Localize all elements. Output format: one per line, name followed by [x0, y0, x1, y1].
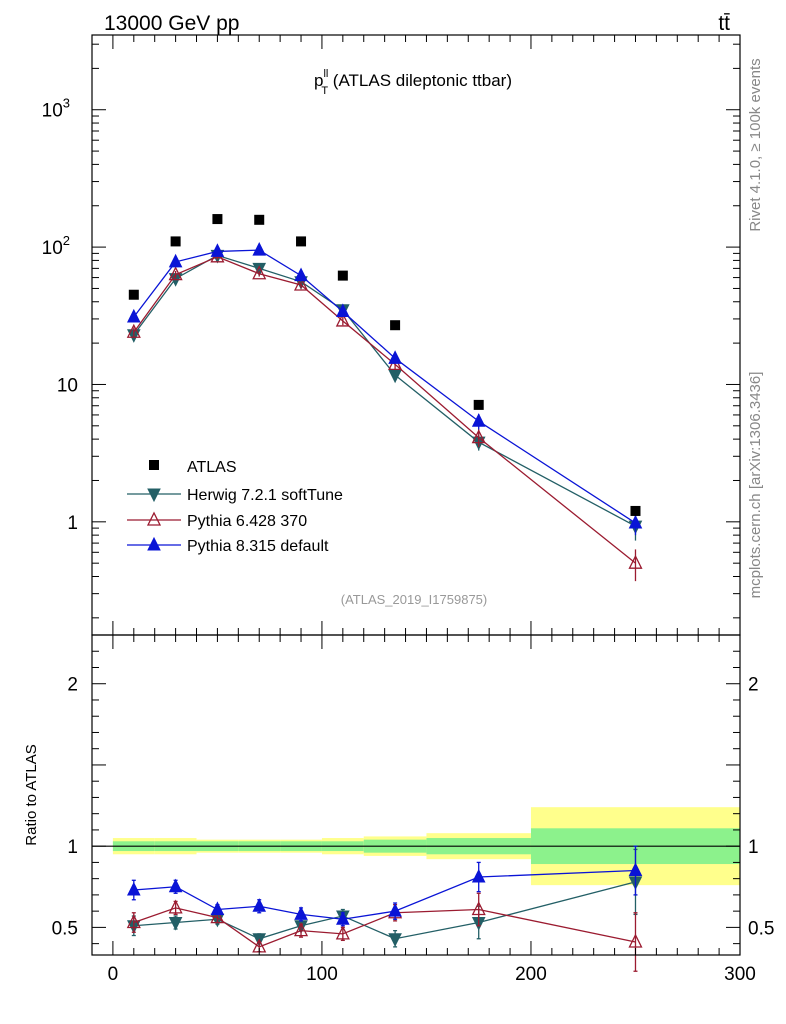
plot-title: pll T (ATLAS dileptonic ttbar)	[314, 68, 512, 97]
ratio-point	[126, 914, 141, 929]
main-y-tick-label: 103	[42, 96, 70, 122]
ratio-y-tick-label-right: 2	[748, 675, 759, 696]
ratio-point	[293, 922, 309, 937]
data-point	[170, 236, 181, 247]
legend-marker	[147, 488, 161, 503]
series-point	[252, 262, 267, 277]
data-point	[630, 505, 641, 516]
ratio-point	[294, 906, 308, 920]
ratio-y-tick-label: 2	[67, 675, 78, 696]
legend-label: ATLAS	[187, 459, 237, 476]
data-point	[254, 214, 265, 225]
main-y-tick-label: 1	[67, 513, 78, 534]
legend-marker	[149, 460, 159, 470]
series-point	[126, 323, 141, 338]
legend-label: Herwig 7.2.1 softTune	[187, 487, 343, 504]
ratio-point	[336, 911, 350, 925]
legend-label: Pythia 6.428 370	[187, 513, 307, 530]
ratio-point	[168, 899, 183, 914]
mcplots-label: mcplots.cern.ch [arXiv:1306.3436]	[747, 372, 764, 599]
data-point	[128, 289, 139, 300]
series-point	[388, 350, 402, 364]
ratio-ylabel: Ratio to ATLAS	[23, 744, 40, 845]
analysis-label: (ATLAS_2019_I1759875)	[341, 592, 487, 607]
data-point	[337, 270, 348, 281]
legend: ATLAS Herwig 7.2.1 softTune Pythia 6.428 3…	[127, 459, 343, 555]
series-point	[471, 413, 486, 427]
ratio-panel: 0 100 200 300 0.5 0.5 1 1 2 2 Ratio to ATLAS	[23, 634, 774, 985]
ratio-y-tick-label-right: 1	[748, 837, 759, 858]
legend-marker	[147, 536, 161, 551]
series-point	[628, 514, 643, 529]
main-y-tick-label: 102	[42, 233, 70, 259]
series-point	[335, 312, 350, 327]
ratio-point	[388, 903, 402, 917]
series-line	[133, 249, 636, 524]
ratio-point	[628, 862, 643, 877]
ratio-point	[335, 925, 350, 940]
series-point	[388, 369, 402, 384]
main-y-tick-label: 10	[57, 375, 78, 396]
data-point	[212, 214, 223, 225]
series-point	[168, 266, 183, 281]
ratio-point	[388, 933, 402, 947]
x-tick-label: 200	[515, 964, 547, 985]
ratio-point	[471, 868, 486, 883]
ratio-series-line	[133, 907, 636, 948]
ratio-frame	[91, 634, 741, 956]
ratio-point	[210, 901, 225, 916]
series-point	[252, 242, 267, 256]
data-point	[296, 236, 307, 247]
legend-label: Pythia 8.315 default	[187, 538, 329, 555]
ratio-point	[168, 917, 183, 931]
x-tick-label: 100	[306, 964, 338, 985]
x-tick-label: 300	[724, 964, 756, 985]
ratio-point	[628, 933, 643, 948]
ratio-series-line	[133, 881, 636, 940]
series-point	[293, 276, 309, 291]
series-point	[252, 265, 267, 280]
ratio-y-tick-label-right: 0.5	[748, 918, 774, 939]
header-left: 13000 GeV pp	[104, 12, 239, 35]
ratio-y-tick-label: 1	[67, 837, 78, 858]
series-point	[168, 253, 183, 268]
rivet-label: Rivet 4.1.0, ≥ 100k events	[747, 58, 764, 231]
series-point	[210, 243, 225, 257]
ratio-point	[168, 878, 183, 893]
series-point	[126, 308, 141, 323]
ratio-point	[126, 881, 141, 896]
series-line	[133, 254, 636, 527]
series-point	[294, 267, 308, 282]
data-point	[390, 320, 401, 331]
ratio-point	[471, 901, 486, 916]
series-point	[471, 429, 486, 444]
x-tick-label: 0	[108, 964, 119, 985]
series-point	[336, 303, 350, 317]
ratio-y-tick-label: 0.5	[52, 918, 78, 939]
ratio-point	[210, 909, 225, 924]
series-point	[628, 554, 643, 569]
ratio-point	[252, 898, 267, 912]
data-point	[473, 399, 484, 410]
header-right: tt̄	[718, 12, 730, 35]
legend-marker	[146, 511, 162, 526]
